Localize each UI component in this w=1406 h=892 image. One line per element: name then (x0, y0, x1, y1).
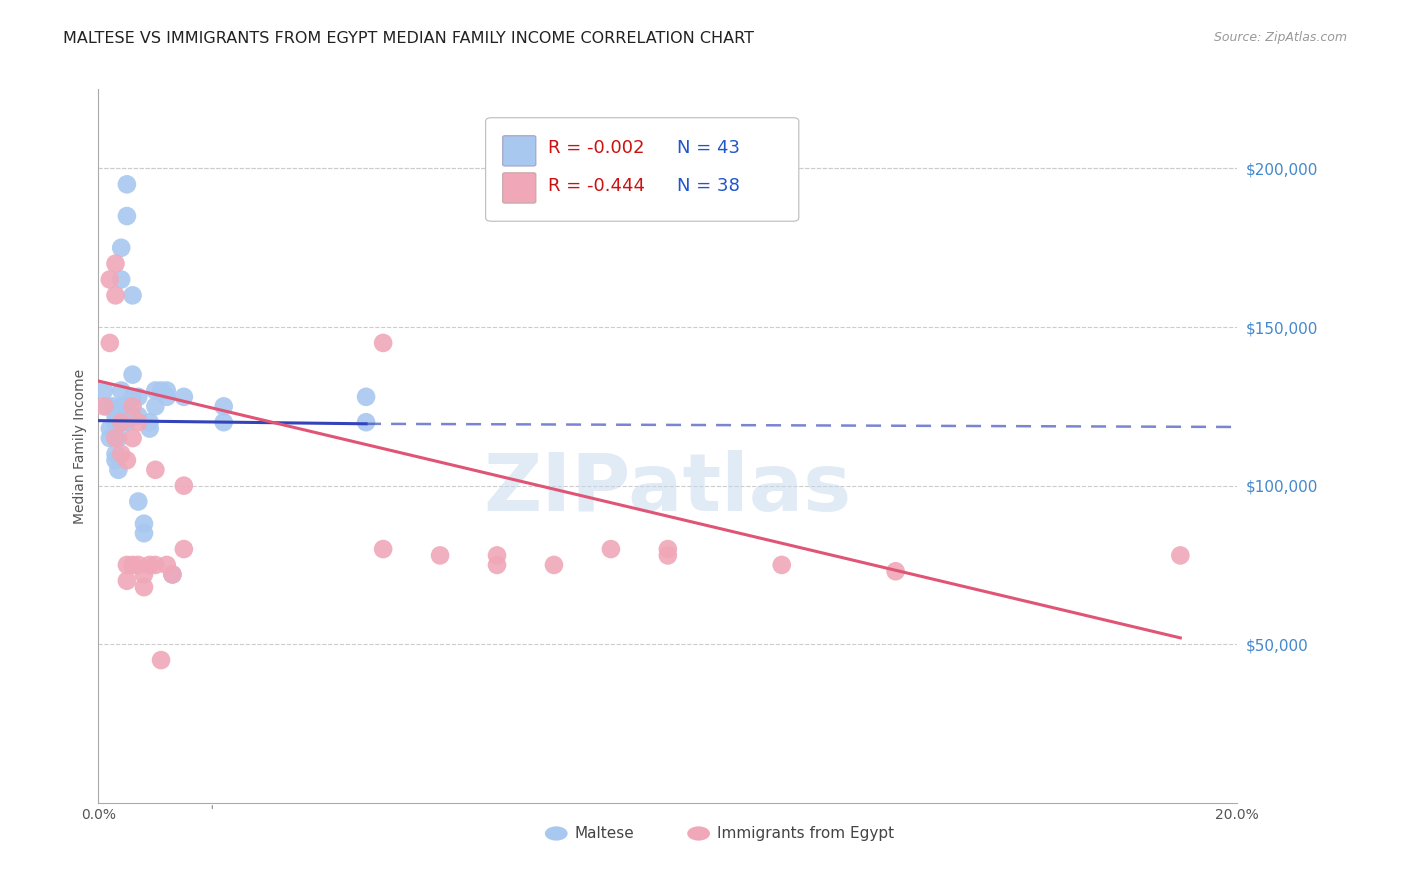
Text: Source: ZipAtlas.com: Source: ZipAtlas.com (1213, 31, 1347, 45)
Point (115, 415, 138, 429)
Point (600, 542, 623, 557)
Point (173, 478, 195, 492)
Point (104, 431, 127, 445)
Point (104, 288, 127, 302)
Point (145, 384, 167, 398)
Point (127, 558, 149, 572)
Text: N = 43: N = 43 (676, 139, 740, 157)
Point (354, 390, 377, 404)
Point (770, 558, 793, 572)
Point (110, 447, 132, 461)
Point (132, 526, 155, 541)
Point (354, 415, 377, 429)
Point (543, 558, 565, 572)
Point (110, 415, 132, 429)
Text: N = 38: N = 38 (676, 177, 740, 194)
Point (145, 558, 167, 572)
Point (156, 384, 179, 398)
Point (110, 400, 132, 414)
Point (173, 390, 195, 404)
Text: R = -0.444: R = -0.444 (548, 177, 645, 194)
FancyBboxPatch shape (503, 136, 536, 166)
Point (156, 558, 179, 572)
Point (104, 453, 127, 467)
Point (121, 558, 143, 572)
Point (486, 549, 509, 563)
Point (96, 400, 118, 414)
Point (115, 574, 138, 588)
Point (145, 400, 167, 414)
Point (121, 409, 143, 423)
Point (127, 415, 149, 429)
Point (138, 421, 160, 435)
Point (486, 558, 509, 572)
Point (138, 558, 160, 572)
Text: Immigrants from Egypt: Immigrants from Egypt (717, 826, 894, 841)
Point (162, 567, 184, 582)
Point (115, 178, 138, 192)
Point (156, 390, 179, 404)
Point (112, 415, 135, 429)
Point (115, 400, 138, 414)
Point (121, 400, 143, 414)
Circle shape (546, 826, 568, 840)
Point (98, 335, 121, 350)
Text: ZIPatlas: ZIPatlas (484, 450, 852, 528)
Point (1170, 549, 1192, 563)
Point (93, 400, 115, 414)
Point (104, 447, 127, 461)
Point (150, 653, 173, 667)
Point (121, 431, 143, 445)
Point (104, 257, 127, 271)
Point (212, 415, 235, 429)
Point (373, 335, 395, 350)
Point (115, 209, 138, 223)
Point (98, 431, 121, 445)
Point (104, 409, 127, 423)
Text: Maltese: Maltese (575, 826, 634, 841)
Point (429, 549, 451, 563)
Point (657, 542, 679, 557)
Point (110, 272, 132, 286)
Point (115, 453, 138, 467)
Point (138, 415, 160, 429)
Point (132, 567, 155, 582)
Point (373, 542, 395, 557)
FancyBboxPatch shape (485, 118, 799, 221)
Point (115, 558, 138, 572)
Point (98, 272, 121, 286)
Y-axis label: Median Family Income: Median Family Income (73, 368, 87, 524)
Point (212, 400, 235, 414)
Point (132, 516, 155, 531)
Text: MALTESE VS IMMIGRANTS FROM EGYPT MEDIAN FAMILY INCOME CORRELATION CHART: MALTESE VS IMMIGRANTS FROM EGYPT MEDIAN … (63, 31, 754, 46)
Point (150, 384, 173, 398)
Point (121, 368, 143, 382)
Point (127, 409, 149, 423)
Point (121, 288, 143, 302)
Point (127, 494, 149, 508)
Point (107, 463, 129, 477)
Point (93, 384, 115, 398)
Point (657, 549, 679, 563)
Point (162, 567, 184, 582)
Point (173, 542, 195, 557)
Point (132, 580, 155, 594)
FancyBboxPatch shape (503, 173, 536, 203)
Point (884, 564, 907, 578)
Text: R = -0.002: R = -0.002 (548, 139, 645, 157)
Point (101, 400, 124, 414)
Point (107, 431, 129, 445)
Point (110, 384, 132, 398)
Point (110, 241, 132, 255)
Point (104, 415, 127, 429)
Point (104, 431, 127, 445)
Circle shape (688, 826, 710, 840)
Point (121, 390, 143, 404)
Point (145, 463, 167, 477)
Point (127, 390, 149, 404)
Point (98, 421, 121, 435)
